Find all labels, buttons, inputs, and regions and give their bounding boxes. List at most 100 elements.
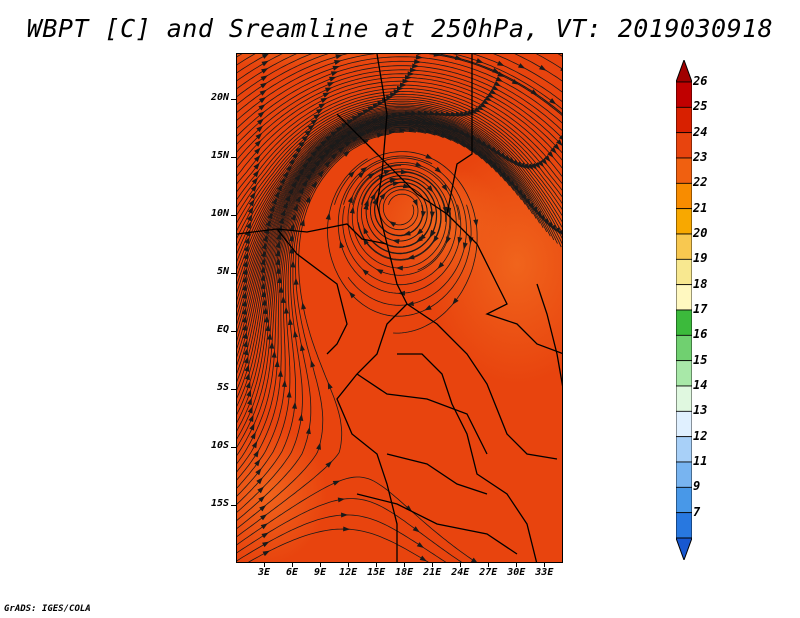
streamline-arrow	[418, 234, 426, 241]
streamline-arrow	[504, 175, 511, 184]
streamline-arrow	[419, 555, 427, 562]
streamline-arrow	[301, 135, 309, 142]
streamline-arrow	[465, 143, 473, 150]
streamline-arrow	[351, 136, 359, 142]
warm-southwest-region	[237, 424, 327, 562]
streamline-arrow	[556, 139, 562, 146]
streamline-arrow	[288, 187, 294, 195]
streamline-arrow	[252, 170, 260, 178]
streamline-arrow	[315, 144, 323, 152]
streamline-arrow	[319, 153, 326, 161]
streamline-arrow	[330, 71, 339, 77]
streamline-arrow	[403, 230, 411, 236]
streamline	[237, 115, 537, 333]
colorbar-label: 23	[693, 150, 708, 164]
colorbar-label: 13	[693, 403, 708, 418]
streamline-arrow	[243, 244, 249, 252]
streamline-arrow	[279, 177, 286, 185]
streamline-arrow	[357, 112, 365, 118]
streamline	[237, 125, 466, 465]
streamline	[237, 98, 562, 224]
colorbar-swatch	[676, 334, 692, 362]
streamline-arrow	[248, 199, 255, 207]
streamline-arrow	[288, 234, 294, 242]
streamline-arrow	[334, 138, 343, 145]
streamline-arrow	[362, 109, 371, 115]
streamline-arrow	[480, 140, 488, 148]
streamline-arrow	[290, 260, 296, 268]
streamline	[237, 120, 510, 391]
lat-label: 15S	[210, 498, 229, 510]
streamline-arrow	[425, 153, 433, 159]
streamline-arrow	[392, 181, 400, 187]
colorbar-swatch	[676, 385, 692, 412]
streamline-arrow	[244, 364, 250, 372]
streamline-arrow	[453, 127, 461, 133]
streamline-arrow	[245, 372, 250, 381]
colorbar-label: 22	[693, 175, 708, 190]
streamline-arrow	[530, 89, 538, 96]
streamline	[535, 54, 562, 70]
streamline-arrow	[393, 89, 401, 95]
streamline-arrow	[490, 146, 498, 154]
streamline-arrow	[517, 63, 526, 69]
streamline-arrow	[247, 397, 252, 406]
streamline-arrow	[439, 110, 448, 116]
streamline-arrow	[425, 128, 433, 134]
streamline-arrow	[400, 169, 408, 175]
streamline-arrow	[307, 124, 315, 131]
streamline-arrow	[473, 219, 479, 227]
streamline-arrow	[259, 96, 267, 104]
lon-tick	[404, 563, 406, 567]
lon-label: 3E	[257, 567, 271, 578]
streamline-arrow	[463, 110, 471, 116]
streamline-arrow	[447, 125, 455, 131]
streamline-arrow	[339, 240, 345, 249]
streamline-arrow	[440, 131, 448, 137]
colorbar-label: 14	[693, 378, 708, 392]
streamline-arrow	[482, 98, 490, 105]
streamline-arrow	[390, 92, 398, 98]
streamline-arrow	[267, 211, 273, 220]
streamline-arrow	[309, 166, 317, 174]
lat-label: 5S	[216, 382, 229, 394]
streamline-arrow	[442, 206, 448, 215]
grads-credit: GrADS: IGES/COLA	[4, 604, 91, 614]
streamline-arrow	[395, 265, 403, 271]
lon-label: 9E	[314, 567, 327, 578]
streamline	[237, 116, 530, 350]
streamline-arrow	[281, 379, 287, 387]
streamline-arrow	[379, 192, 386, 200]
streamline-arrow	[370, 192, 376, 201]
streamline-arrow	[250, 431, 256, 440]
streamline-arrow	[300, 343, 305, 352]
streamline-arrow	[245, 381, 251, 389]
streamline-arrow	[495, 167, 503, 175]
colorbar-swatch	[676, 309, 692, 336]
streamline-arrow	[411, 110, 419, 116]
streamline-arrow	[322, 92, 331, 98]
streamline-arrow	[278, 285, 284, 293]
streamline-arrow	[404, 74, 412, 80]
lon-label: 27E	[479, 567, 498, 578]
lon-tick	[348, 563, 350, 567]
streamline-arrow	[291, 180, 298, 188]
streamline	[237, 54, 283, 82]
streamline-arrow	[243, 348, 249, 356]
streamline-arrow	[540, 157, 548, 165]
streamline-arrow	[485, 143, 493, 151]
streamline-arrow	[258, 104, 266, 111]
streamline-arrow	[475, 137, 483, 145]
streamline-arrow	[394, 120, 402, 126]
streamline-arrow	[348, 291, 356, 299]
streamline	[237, 77, 562, 168]
streamline-arrow	[412, 63, 420, 69]
streamline-arrow	[241, 315, 247, 324]
streamline-arrow	[246, 213, 253, 222]
colorbar-swatch	[676, 182, 692, 210]
streamline	[237, 107, 562, 263]
colorbar-label: 12	[693, 428, 708, 443]
streamline-arrow	[499, 152, 507, 160]
streamline-arrow	[486, 158, 494, 166]
lon-label: 6E	[286, 567, 299, 578]
